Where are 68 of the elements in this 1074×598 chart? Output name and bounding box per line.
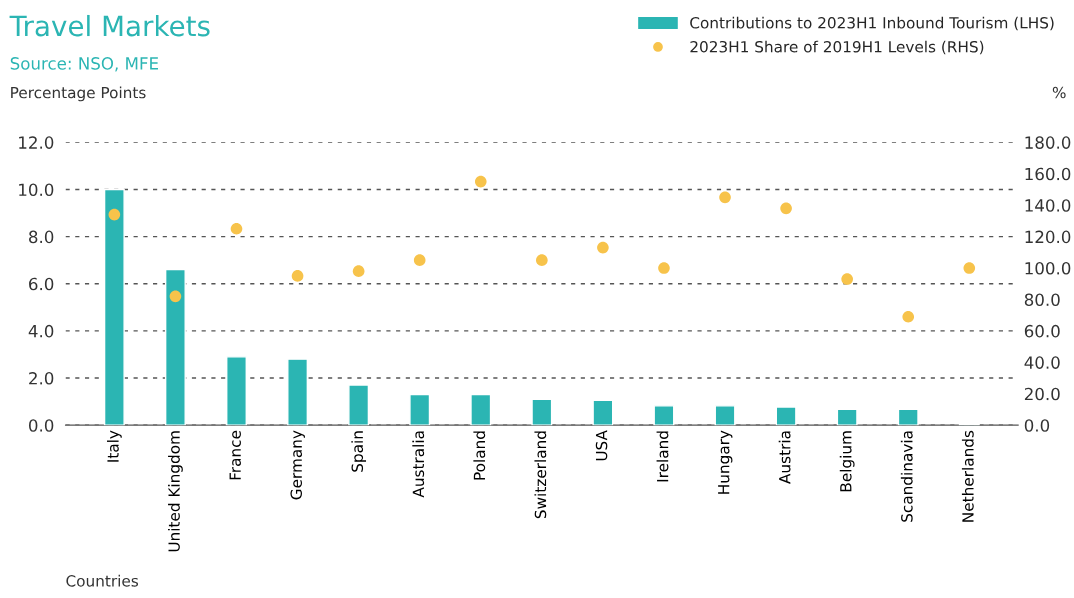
bar: [287, 358, 309, 426]
y-tick-label: 8.0: [29, 230, 54, 244]
x-tick-label: Netherlands: [961, 430, 974, 522]
y-tick-label: 10.0: [19, 183, 54, 197]
x-tick-label: Australia: [412, 431, 425, 498]
bar: [348, 384, 370, 426]
point: [719, 191, 731, 204]
point: [352, 265, 365, 277]
y2-tick-label: 140.0: [1025, 199, 1071, 212]
x-tick-label: Austria: [778, 431, 791, 484]
x-tick-label: Scandinavia: [900, 431, 913, 522]
y2-tick-label: 20.0: [1024, 387, 1060, 401]
x-tick-label: Italy: [106, 430, 122, 462]
y-tick-label: 6.0: [29, 277, 54, 291]
bar: [226, 356, 247, 426]
y-tick-label: 4.0: [28, 324, 54, 338]
y2-axis-title: %: [1052, 86, 1066, 99]
x-tick-label: Hungary: [718, 430, 733, 494]
point: [841, 273, 853, 285]
source-note: Source: NSO, MFE: [10, 57, 158, 72]
y2-tick-label: 180.0: [1025, 136, 1071, 149]
y2-tick-label: 160.0: [1025, 167, 1071, 181]
y-tick-label: 2.0: [29, 372, 54, 385]
bar: [775, 406, 797, 426]
x-tick-label: Belgium: [839, 431, 855, 492]
point: [169, 290, 182, 303]
y2-tick-label: 60.0: [1024, 324, 1060, 338]
point: [291, 270, 304, 282]
bar: [592, 399, 614, 426]
y-axis-title: Percentage Points: [11, 86, 146, 102]
x-tick-label: Spain: [351, 431, 367, 472]
x-tick-label: United Kingdom: [168, 431, 183, 552]
point: [474, 175, 487, 188]
point: [902, 310, 915, 323]
y2-tick-label: 0.0: [1024, 419, 1050, 432]
point: [108, 208, 121, 221]
x-tick-label: Germany: [290, 430, 305, 500]
point: [536, 254, 548, 266]
x-tick-label: Switzerland: [534, 431, 547, 519]
point: [658, 262, 670, 274]
chart-title: Travel Markets: [9, 14, 210, 37]
x-tick-label: USA: [595, 430, 608, 461]
bar: [714, 405, 736, 426]
legend-label: Contributions to 2023H1 Inbound Tourism (LHS): [690, 16, 1054, 31]
point: [597, 241, 609, 254]
bar: [897, 408, 919, 426]
bar: [409, 393, 431, 426]
bar: [470, 393, 492, 426]
point: [230, 222, 243, 235]
x-tick-label: Ireland: [656, 431, 669, 482]
y-tick-label: 12.0: [19, 136, 54, 149]
y2-tick-label: 40.0: [1024, 356, 1060, 369]
bar: [653, 405, 675, 426]
bar: [164, 268, 186, 426]
point: [963, 262, 976, 274]
point: [780, 202, 792, 215]
bar: [836, 408, 858, 426]
y-tick-label: 0.0: [29, 419, 54, 432]
point: [413, 254, 426, 266]
legend-label: 2023H1 Share of 2019H1 Levels (RHS): [690, 40, 984, 55]
y2-tick-label: 100.0: [1025, 262, 1071, 275]
y2-tick-label: 120.0: [1025, 230, 1071, 244]
x-axis-title: Countries: [66, 574, 139, 587]
x-tick-label: Poland: [473, 431, 486, 480]
bar: [103, 188, 125, 426]
x-tick-label: France: [229, 430, 241, 480]
bar: [531, 398, 553, 426]
y2-tick-label: 80.0: [1024, 293, 1060, 307]
